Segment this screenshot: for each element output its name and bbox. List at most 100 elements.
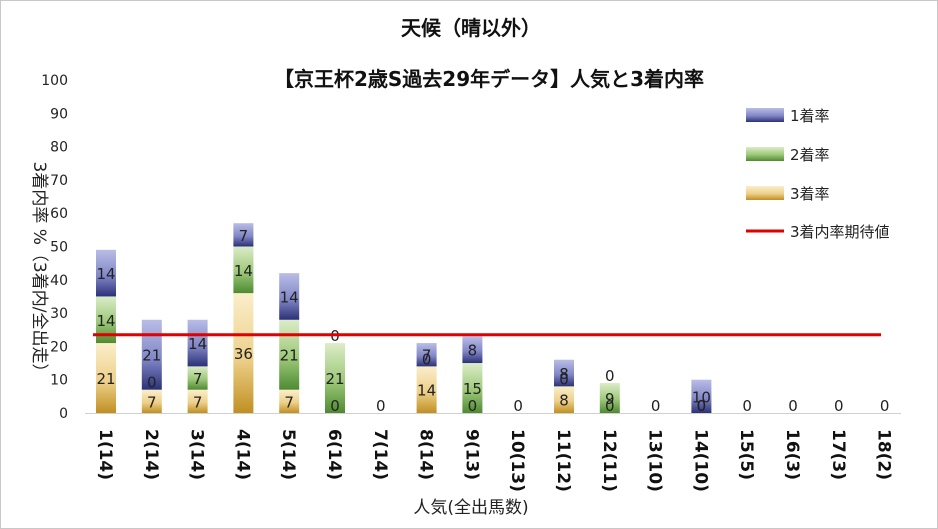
data-label-1st-12: 0 [605,367,615,385]
data-label-3rd-12: 0 [605,397,615,415]
y-tick-label-100: 100 [41,73,68,89]
x-tick-label-7: 7(14) [370,429,390,480]
y-tick-label-80: 80 [50,140,68,156]
data-label-3rd-17: 0 [834,397,844,415]
legend-label-1st: 1着率 [790,107,830,125]
x-tick-label-8: 8(14) [416,429,436,480]
bar-1st-5 [279,273,300,320]
legend-swatch-1st [746,108,784,122]
data-label-2nd-8: 0 [422,350,432,368]
legend-item-expected: 3着内率期待値 [746,223,890,241]
bar-2nd-3 [187,366,208,390]
bar-1st-8 [416,343,437,367]
bar-1st-1 [96,249,116,297]
y-tick-label-30: 30 [50,306,68,322]
x-tick-label-5: 5(14) [278,429,298,480]
bar-1st-2 [141,319,162,390]
chart-title: 天候（晴以外） [401,16,541,40]
bar-3rd-8 [416,366,437,413]
data-label-3rd-8: 14 [417,382,436,400]
y-tick-label-70: 70 [50,173,68,189]
data-label-3rd-16: 0 [788,397,798,415]
chart-subtitle: 【京王杯2歳S過去29年データ】人気と3着内率 [274,67,704,91]
bar-2nd-6 [325,343,345,413]
data-label-1st-5: 14 [280,288,299,306]
x-tick-label-13: 13(10) [645,429,665,492]
legend-swatch-2nd [746,147,784,161]
y-tick-label-10: 10 [50,373,68,389]
bar-2nd-9 [462,363,483,413]
legend-label-expected: 3着内率期待値 [790,223,890,241]
x-tick-label-10: 10(13) [507,429,527,492]
data-label-2nd-2: 0 [147,374,157,392]
bar-3rd-2 [141,389,162,413]
bar-1st-4 [233,223,254,247]
x-tick-label-12: 12(11) [599,429,619,492]
data-label-1st-2: 21 [142,347,161,365]
x-tick-label-6: 6(14) [324,429,344,480]
data-label-2nd-14: 0 [697,397,707,415]
x-axis: 1(14) 2(14) 3(14) 4(14) 5(14) 6(14) 7(14) 8(14)… [85,413,901,492]
bar-2nd-5 [279,319,300,390]
data-label-2nd-11: 0 [559,370,569,388]
x-tick-label-11: 11(12) [553,429,573,492]
bars-layer [96,223,712,413]
data-label-3rd-15: 0 [742,397,752,415]
y-tick-label-20: 20 [50,339,68,355]
data-label-3rd-4: 36 [234,345,253,363]
data-labels-layer: 2114147021771436147721140210014070158080… [96,227,889,415]
data-label-1st-11: 8 [559,365,569,383]
data-label-3rd-9: 0 [468,397,478,415]
legend-item-2nd: 2着率 [746,146,830,164]
data-label-3rd-2: 7 [147,393,157,411]
x-tick-label-9: 9(13) [461,429,481,480]
x-tick-label-14: 14(10) [690,429,710,492]
data-label-3rd-6: 0 [330,397,340,415]
x-tick-label-1: 1(14) [95,429,115,480]
legend-label-2nd: 2着率 [790,146,830,164]
x-tick-label-15: 15(5) [736,429,756,480]
data-label-2nd-6: 21 [325,370,344,388]
x-axis-title: 人気(全出馬数) [413,498,528,518]
data-label-2nd-9: 15 [463,380,482,398]
x-tick-label-4: 4(14) [232,429,252,480]
data-label-1st-3: 14 [188,335,207,353]
data-label-3rd-7: 0 [376,397,386,415]
legend: 1着率 2着率 3着率 3着内率期待値 [746,107,890,241]
data-label-1st-9: 8 [468,342,478,360]
data-label-1st-4: 7 [239,227,249,245]
x-tick-label-17: 17(3) [828,429,848,480]
bar-1st-14 [691,379,712,413]
bar-3rd-4 [233,293,254,413]
x-tick-label-16: 16(3) [782,429,802,480]
data-label-3rd-5: 7 [284,393,294,411]
data-label-2nd-3: 7 [193,370,203,388]
data-label-3rd-1: 21 [96,370,115,388]
data-label-3rd-18: 0 [880,397,890,415]
legend-swatch-3rd [746,186,784,200]
y-tick-label-60: 60 [50,206,68,222]
data-label-1st-1: 14 [96,265,115,283]
data-label-3rd-3: 7 [193,393,203,411]
data-label-3rd-11: 8 [559,392,569,410]
y-axis: 0 10 20 30 40 50 60 70 80 90 100 [41,73,68,422]
bar-3rd-1 [96,343,116,413]
data-label-3rd-14: 0 [697,397,707,415]
y-tick-label-90: 90 [50,106,68,122]
y-tick-label-0: 0 [59,406,68,422]
bar-3rd-5 [279,389,300,413]
data-label-2nd-5: 21 [280,347,299,365]
y-axis-title: 3着内率 %（3着内/全出走） [29,162,49,381]
bar-2nd-4 [233,246,254,294]
bar-1st-3 [187,319,208,367]
x-tick-label-3: 3(14) [187,429,207,480]
bar-1st-11 [554,359,574,387]
x-tick-label-18: 18(2) [874,429,894,480]
bar-3rd-3 [187,389,208,413]
data-label-2nd-4: 14 [234,262,253,280]
data-label-2nd-12: 9 [605,390,615,408]
legend-item-1st: 1着率 [746,107,830,125]
data-label-2nd-1: 14 [96,312,115,330]
